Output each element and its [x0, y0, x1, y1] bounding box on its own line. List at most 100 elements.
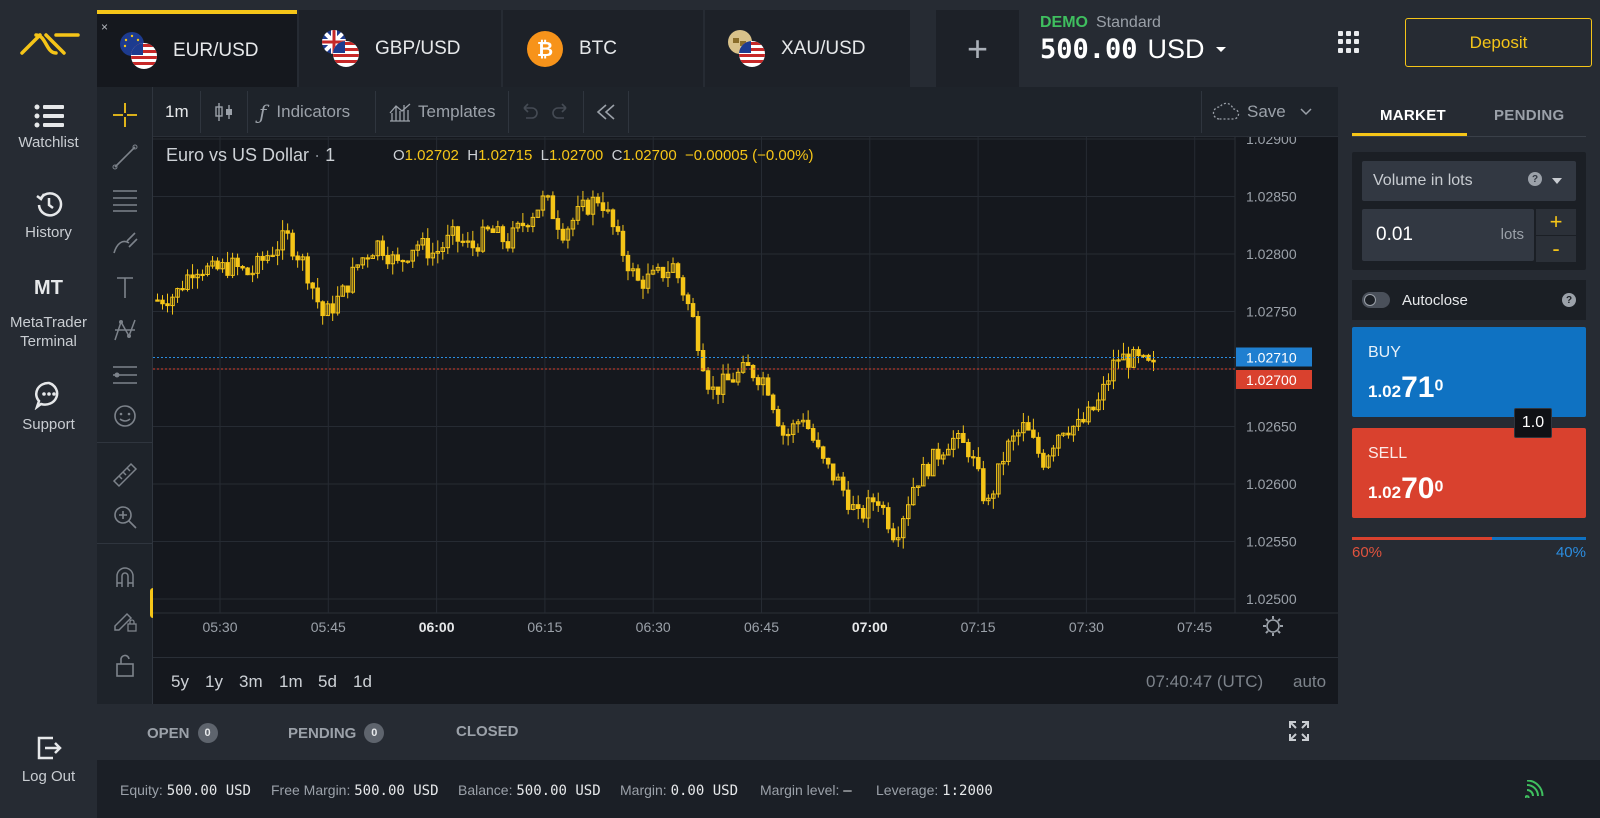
y-tick-label: 1.02800	[1246, 246, 1297, 262]
tab-closed-positions[interactable]: CLOSED	[456, 723, 519, 740]
volume-increase-button[interactable]: +	[1536, 209, 1576, 235]
range-5d[interactable]: 5d	[318, 672, 337, 691]
candle-body	[615, 226, 621, 232]
apps-grid-icon[interactable]	[1338, 31, 1360, 53]
free-margin-stat: Free Margin: 500.00 USD	[271, 782, 439, 799]
nav-history[interactable]: History	[0, 190, 97, 241]
brush-tool[interactable]	[109, 227, 141, 259]
tab-pending-orders[interactable]: PENDING 0	[288, 723, 385, 743]
chart-type-button[interactable]	[213, 87, 235, 137]
range-3m[interactable]: 3m	[239, 672, 263, 691]
toolbar-separator	[247, 91, 248, 133]
candle-body	[515, 222, 521, 229]
brand-logo[interactable]	[0, 0, 97, 87]
volume-decrease-button[interactable]: -	[1536, 236, 1576, 262]
ask-price-tag	[1236, 347, 1312, 367]
tab-market[interactable]: MARKET	[1380, 107, 1446, 124]
candle-body	[395, 254, 400, 261]
crosshair-tool[interactable]	[109, 99, 141, 131]
pattern-tool[interactable]	[109, 314, 141, 346]
candle-body	[790, 423, 796, 435]
deposit-button[interactable]: Deposit	[1405, 18, 1592, 67]
candle-body	[986, 497, 991, 502]
range-1y[interactable]: 1y	[205, 672, 223, 691]
zoom-tool[interactable]	[109, 501, 141, 533]
buy-button[interactable]: BUY 1.02710	[1352, 327, 1586, 417]
templates-button[interactable]: Templates	[388, 87, 495, 137]
lock-drawing-tool[interactable]	[109, 604, 141, 636]
active-tab-indicator	[1352, 133, 1467, 136]
candle-body	[650, 269, 656, 275]
tab-pending[interactable]: PENDING	[1494, 107, 1565, 124]
save-button[interactable]: Save	[1211, 87, 1312, 137]
redo-button[interactable]	[550, 87, 572, 137]
timeframe-selector[interactable]: 1m	[165, 102, 189, 121]
candle-body	[996, 463, 1001, 495]
candle-body	[550, 195, 556, 220]
candle-body	[580, 199, 586, 208]
sell-button[interactable]: SELL 1.02700	[1352, 428, 1586, 518]
candle-body	[1081, 418, 1086, 423]
candle-body	[210, 260, 215, 267]
range-1m[interactable]: 1m	[279, 672, 303, 691]
close-tab-icon[interactable]: ×	[101, 20, 109, 34]
logout-icon	[37, 736, 62, 760]
account-selector[interactable]: DEMO Standard 500.00 USD	[1040, 14, 1227, 65]
help-icon[interactable]: ?	[1562, 293, 1576, 307]
candle-body	[215, 260, 220, 270]
candle-body	[690, 303, 696, 318]
candle-body	[480, 226, 486, 252]
magnet-tool[interactable]	[109, 561, 141, 593]
candle-body	[425, 237, 431, 259]
tab-xau-usd[interactable]: XAU/USD	[705, 10, 910, 87]
candle-body	[380, 240, 385, 256]
candle-body	[470, 240, 476, 249]
candle-body	[495, 226, 501, 234]
chart-settings-icon[interactable]	[1266, 619, 1280, 633]
trend-line-tool[interactable]	[109, 141, 141, 173]
leverage-stat: Leverage: 1:2000	[876, 782, 993, 799]
auto-scale-toggle[interactable]: auto	[1293, 672, 1327, 691]
tab-gbp-usd[interactable]: GBP/USD	[299, 10, 501, 87]
undo-button[interactable]	[518, 87, 540, 137]
price-chart[interactable]: 1.02900 1.02850 1.02800 1.02750 1.02650 1.026…	[153, 137, 1338, 657]
toolbar-separator	[1201, 91, 1202, 133]
tab-eur-usd[interactable]: × EUR/USD	[97, 10, 297, 87]
x-tick-label: 06:45	[744, 619, 779, 635]
help-icon[interactable]: ?	[1528, 172, 1542, 186]
expand-icon[interactable]	[1287, 719, 1311, 743]
x-tick-label: 05:30	[202, 619, 237, 635]
chart-canvas[interactable]: 1.02900 1.02850 1.02800 1.02750 1.02650 1.026…	[153, 137, 1338, 657]
unlock-tool[interactable]	[109, 649, 141, 681]
nav-metatrader[interactable]: MT MetaTrader Terminal	[0, 277, 97, 350]
top-bar: × EUR/USD GBP/USD	[0, 0, 1600, 87]
forecast-tool[interactable]	[109, 357, 141, 389]
text-tool[interactable]	[109, 271, 141, 303]
emoji-tool[interactable]	[109, 400, 141, 432]
volume-unit: lots	[1500, 226, 1524, 243]
nav-support[interactable]: Support	[0, 380, 97, 433]
rewind-button[interactable]	[595, 87, 617, 137]
candle-body	[1096, 399, 1101, 411]
autoclose-toggle[interactable]	[1362, 292, 1390, 308]
tab-open-positions[interactable]: OPEN 0	[147, 723, 218, 743]
fib-tool[interactable]	[109, 184, 141, 216]
range-5y[interactable]: 5y	[171, 672, 189, 691]
tab-btc[interactable]: ₿ BTC	[503, 10, 703, 87]
candle-body	[1001, 460, 1006, 465]
candle-body	[976, 456, 981, 470]
candle-body	[875, 501, 881, 506]
volume-input[interactable]: 0.01 lots	[1362, 209, 1534, 261]
nav-label: Terminal	[20, 333, 77, 350]
candle-body	[870, 497, 876, 503]
nav-logout[interactable]: Log Out	[0, 734, 97, 785]
tab-symbol: GBP/USD	[375, 37, 461, 59]
indicators-button[interactable]: ƒ Indicators	[259, 87, 350, 137]
nav-watchlist[interactable]: Watchlist	[0, 104, 97, 151]
volume-mode-select[interactable]: Volume in lots ?	[1362, 161, 1576, 201]
chevron-down-icon	[1300, 108, 1312, 116]
add-tab-button[interactable]: +	[936, 10, 1019, 87]
open-count-badge: 0	[197, 723, 218, 743]
range-1d[interactable]: 1d	[353, 672, 372, 691]
ruler-tool[interactable]	[109, 459, 141, 491]
